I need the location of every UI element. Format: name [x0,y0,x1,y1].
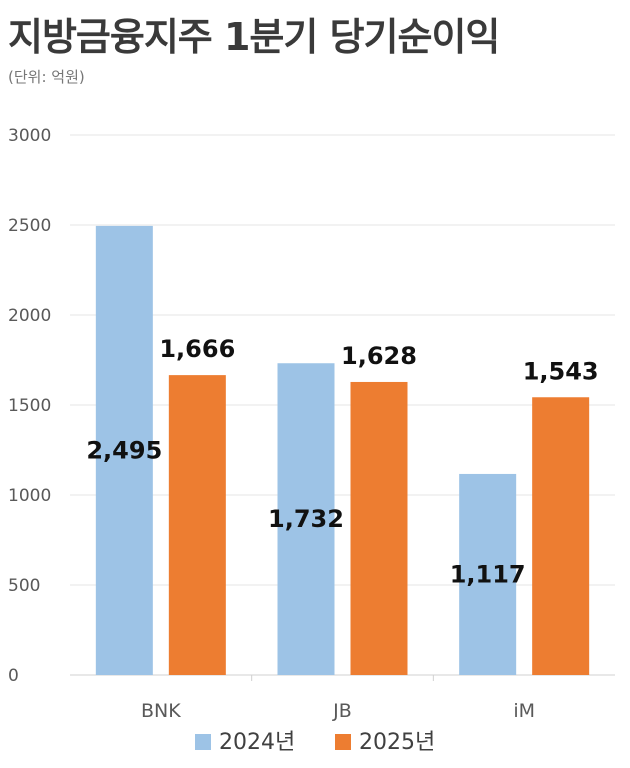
legend-label: 2025년 [359,730,435,755]
data-label: 2,495 [86,436,162,464]
y-tick-label: 500 [8,576,40,596]
y-tick-label: 1500 [8,396,51,416]
y-tick-label: 3000 [8,126,51,146]
y-tick-label: 0 [8,666,19,686]
chart-title: 지방금융지주 1분기 당기순이익 [8,15,500,59]
bar [532,397,590,675]
bar [95,225,153,675]
category-label: iM [513,700,535,722]
category-label: BNK [141,700,181,722]
legend-label: 2024년 [219,730,295,755]
bar [168,375,226,675]
bar [350,381,408,675]
y-tick-label: 2000 [8,306,51,326]
y-tick-label: 2500 [8,216,51,236]
chart-subtitle: (단위: 억원) [8,68,85,86]
data-label: 1,732 [268,505,344,533]
data-label: 1,666 [159,335,235,363]
bar [277,363,335,675]
legend-swatch [195,734,211,750]
y-tick-label: 1000 [8,486,51,506]
data-label: 1,628 [341,342,417,370]
data-label: 1,117 [450,560,526,588]
data-label: 1,543 [523,357,599,385]
legend-swatch [335,734,351,750]
bar [459,473,517,675]
category-label: JB [332,700,352,722]
